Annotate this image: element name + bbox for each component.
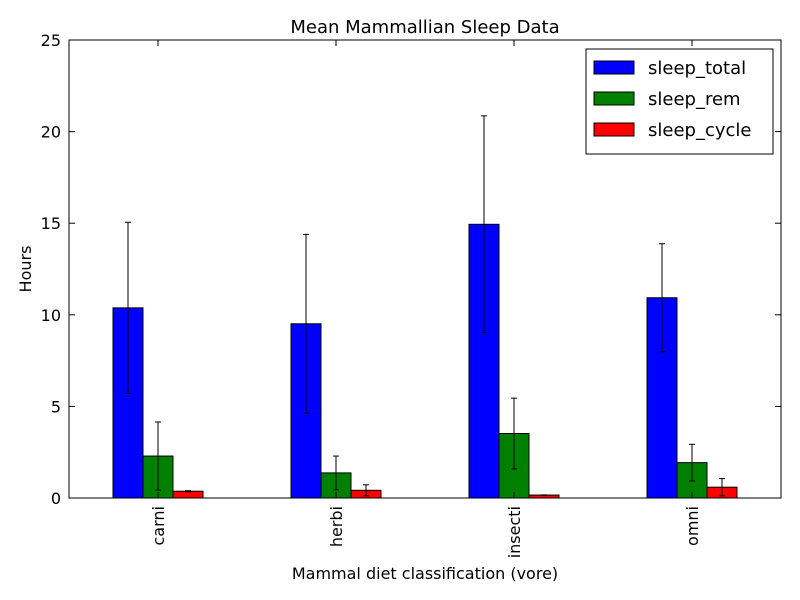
chart-title: Mean Mammallian Sleep Data <box>290 17 559 38</box>
y-tick-label-10: 10 <box>41 306 61 325</box>
bars <box>112 223 738 499</box>
y-tick-label-0: 0 <box>51 489 61 508</box>
x-axis-label: Mammal diet classification (vore) <box>292 564 558 583</box>
legend-label-sleep_rem: sleep_rem <box>648 89 741 110</box>
legend-swatch-sleep_total <box>593 60 635 75</box>
y-axis: 0 5 10 15 20 25 <box>41 31 781 508</box>
legend-label-sleep_cycle: sleep_cycle <box>648 120 751 141</box>
y-tick-label-25: 25 <box>41 31 61 50</box>
error-bars <box>125 115 725 497</box>
legend: sleep_total sleep_rem sleep_cycle <box>585 48 774 155</box>
legend-swatch-sleep_cycle <box>593 122 635 137</box>
x-tick-label-herbi: herbi <box>327 506 346 547</box>
x-tick-label-carni: carni <box>149 506 168 545</box>
x-tick-label-insecti: insecti <box>505 506 524 558</box>
x-tick-label-omni: omni <box>683 506 702 546</box>
x-axis: carni herbi insecti omni <box>149 40 702 558</box>
y-tick-label-5: 5 <box>51 397 61 416</box>
plot-frame <box>68 39 782 499</box>
y-tick-label-20: 20 <box>41 123 61 142</box>
y-tick-label-15: 15 <box>41 214 61 233</box>
legend-label-sleep_total: sleep_total <box>648 58 746 79</box>
legend-swatch-sleep_rem <box>593 91 635 106</box>
y-axis-label: Hours <box>16 246 35 293</box>
